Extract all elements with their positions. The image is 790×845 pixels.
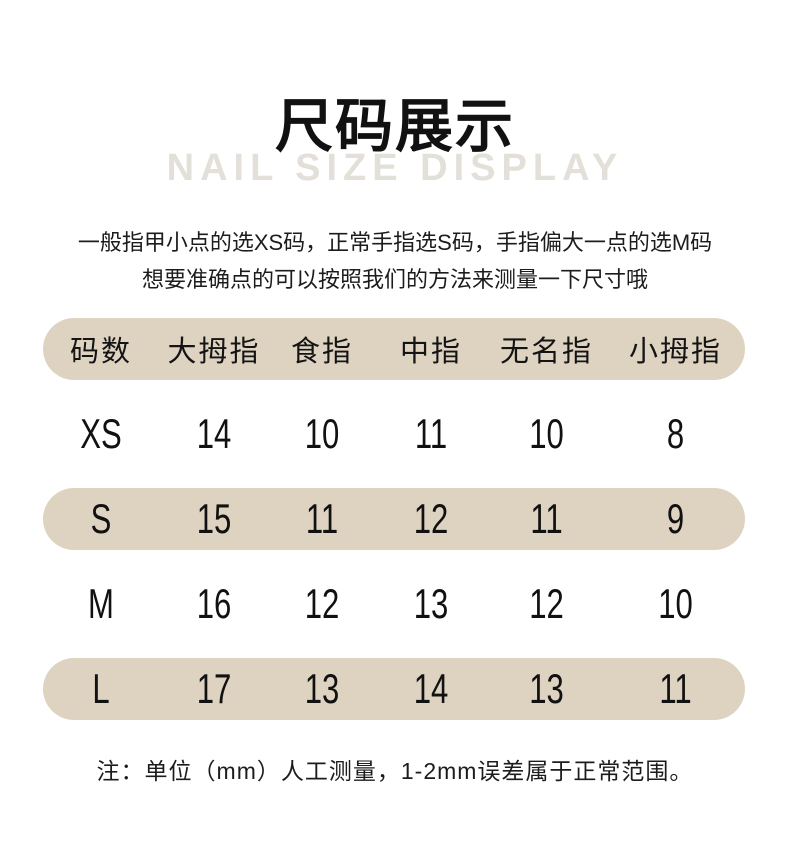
size-description: 一般指甲小点的选XS码，正常手指选S码，手指偏大一点的选M码 想要准确点的可以按… <box>0 224 790 298</box>
size-table: 码数 大拇指 食指 中指 无名指 小拇指 XS 14 10 11 10 8 S … <box>43 318 745 720</box>
table-row-xs: XS 14 10 11 10 8 <box>43 403 745 465</box>
table-cell: 13 <box>529 665 564 712</box>
column-header-size: 码数 <box>69 336 132 368</box>
table-cell: 12 <box>413 495 449 542</box>
table-cell: 15 <box>196 495 232 542</box>
table-cell: 12 <box>304 580 340 627</box>
table-cell: 14 <box>413 665 449 712</box>
size-label: L <box>92 665 110 712</box>
size-label: XS <box>80 410 122 457</box>
table-cell: 11 <box>530 495 563 542</box>
table-row-l: L 17 13 14 13 11 <box>43 658 745 720</box>
table-cell: 11 <box>414 410 448 457</box>
table-row-m: M 16 12 13 12 10 <box>43 573 745 635</box>
table-cell: 14 <box>196 410 232 457</box>
table-cell: 12 <box>529 580 564 627</box>
table-cell: 9 <box>666 495 685 542</box>
table-header-row: 码数 大拇指 食指 中指 无名指 小拇指 <box>43 318 745 380</box>
table-cell: 8 <box>666 410 685 457</box>
column-header-ring-finger: 无名指 <box>499 336 593 368</box>
table-cell: 17 <box>196 665 232 712</box>
table-cell: 11 <box>659 665 692 712</box>
table-cell: 13 <box>413 580 449 627</box>
measurement-footnote: 注：单位（mm）人工测量，1-2mm误差属于正常范围。 <box>96 758 694 784</box>
page-header: NAIL SIZE DISPLAY 尺码展示 <box>0 0 790 200</box>
table-cell: 10 <box>529 410 564 457</box>
description-line-1: 一般指甲小点的选XS码，正常手指选S码，手指偏大一点的选M码 <box>77 230 713 255</box>
column-header-middle-finger: 中指 <box>399 336 462 368</box>
table-cell: 10 <box>658 580 693 627</box>
column-header-thumb: 大拇指 <box>167 336 261 368</box>
page-title: 尺码展示 <box>274 94 515 159</box>
subtitle-watermark: NAIL SIZE DISPLAY <box>166 147 624 189</box>
description-line-2: 想要准确点的可以按照我们的方法来测量一下尺寸哦 <box>141 267 648 292</box>
table-cell: 13 <box>304 665 340 712</box>
table-cell: 10 <box>304 410 340 457</box>
column-header-index-finger: 食指 <box>290 336 353 368</box>
column-header-pinky: 小拇指 <box>628 336 722 368</box>
table-cell: 11 <box>305 495 339 542</box>
size-label: S <box>90 495 112 542</box>
table-cell: 16 <box>196 580 232 627</box>
size-label: M <box>88 580 114 627</box>
table-row-s: S 15 11 12 11 9 <box>43 488 745 550</box>
